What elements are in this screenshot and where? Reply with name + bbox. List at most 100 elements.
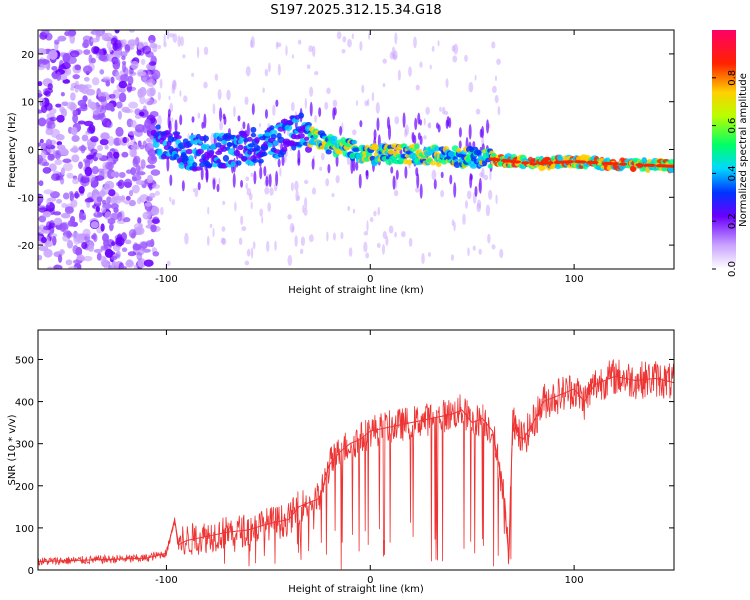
heatmap-cell-1486: [387, 148, 395, 155]
heatmap-cell-1066: [237, 115, 241, 122]
heatmap-cell-670: [106, 239, 115, 247]
heatmap-cell-660: [146, 123, 156, 132]
spectrogram-x-tick-label-0: -100: [155, 274, 178, 285]
heatmap-cell-1044: [365, 170, 369, 180]
heatmap-cell-624: [42, 211, 52, 218]
heatmap-cell-822: [365, 252, 370, 259]
heatmap-cell-1228: [230, 160, 236, 167]
heatmap-cell-709: [180, 36, 184, 47]
heatmap-cell-934: [303, 179, 309, 185]
heatmap-cell-1266: [254, 137, 260, 144]
heatmap-cell-409: [110, 255, 118, 261]
heatmap-cell-1244: [240, 133, 248, 139]
heatmap-cell-533: [78, 83, 86, 93]
heatmap-cell-655: [100, 255, 107, 266]
heatmap-cell-696: [77, 99, 87, 107]
heatmap-cell-390: [127, 75, 134, 86]
heatmap-cell-759: [304, 197, 308, 210]
heatmap-cell-924: [351, 33, 354, 40]
heatmap-cell-937: [393, 189, 399, 197]
heatmap-cell-677: [95, 205, 101, 213]
heatmap-cell-869: [423, 117, 426, 126]
heatmap-cell-1260: [250, 126, 257, 133]
heatmap-cell-828: [294, 180, 299, 192]
heatmap-cell-523: [83, 76, 90, 82]
heatmap-cell-704: [294, 235, 298, 247]
heatmap-cell-844: [212, 103, 216, 115]
heatmap-cell-742: [348, 247, 353, 257]
heatmap-cell-649: [87, 244, 94, 252]
heatmap-cell-1096: [419, 135, 423, 146]
heatmap-cell-775: [285, 45, 288, 56]
heatmap-cell-530: [95, 152, 103, 159]
heatmap-cell-831: [157, 115, 162, 126]
heatmap-cell-797: [326, 87, 331, 95]
heatmap-cell-824: [290, 101, 295, 112]
heatmap-cell-182: [100, 223, 105, 232]
heatmap-cell-556: [96, 196, 103, 203]
heatmap-cell-914: [364, 100, 369, 107]
heatmap-cell-737: [166, 30, 170, 40]
heatmap-cell-41: [107, 189, 116, 197]
heatmap-cell-341: [66, 239, 74, 249]
heatmap-cell-743: [262, 87, 265, 94]
heatmap-cell-360: [72, 145, 79, 154]
heatmap-cell-836: [183, 95, 188, 103]
heatmap-cell-659: [84, 197, 94, 203]
heatmap-cell-1024: [392, 175, 396, 190]
heatmap-cell-305: [40, 143, 48, 153]
heatmap-cell-661: [44, 90, 51, 97]
heatmap-cell-832: [494, 75, 498, 82]
heatmap-cell-114: [60, 92, 65, 97]
heatmap-cell-1164: [192, 162, 198, 168]
figure-title: S197.2025.312.15.34.G18: [270, 3, 441, 18]
heatmap-cell-717: [308, 234, 314, 243]
heatmap-cell-570: [59, 249, 66, 255]
heatmap-cell-1188: [205, 163, 213, 168]
heatmap-cell-877: [326, 231, 329, 242]
heatmap-cell-615: [48, 49, 58, 60]
heatmap-cell-650: [100, 207, 107, 213]
heatmap-cell-897: [240, 215, 244, 226]
heatmap-cell-787: [497, 105, 501, 116]
heatmap-cell-439: [74, 86, 79, 93]
heatmap-cell-263: [147, 218, 153, 226]
heatmap-cell-764: [487, 233, 491, 244]
heatmap-cell-436: [91, 165, 99, 175]
heatmap-cell-1021: [216, 183, 220, 193]
heatmap-cell-957: [244, 96, 249, 105]
spectrogram-y-tick-label-3: 10: [21, 98, 34, 109]
snr-frame: [37, 329, 675, 571]
heatmap-cell-668: [64, 206, 74, 214]
heatmap-cell-437: [149, 87, 156, 97]
heatmap-cell-344: [38, 89, 42, 99]
heatmap-cell-721: [431, 45, 435, 52]
heatmap-cell-760: [369, 217, 374, 223]
heatmap-cell-1338: [298, 112, 305, 119]
heatmap-cell-591: [55, 103, 62, 108]
heatmap-cell-635: [38, 194, 44, 204]
heatmap-cell-712: [491, 41, 496, 49]
heatmap-cell-1003: [265, 176, 269, 187]
heatmap-cell-667: [38, 154, 44, 165]
heatmap-cell-292: [77, 120, 86, 125]
heatmap-cell-1001: [458, 127, 462, 138]
heatmap-cell-665: [70, 126, 78, 136]
heatmap-cell-755: [352, 129, 357, 136]
heatmap-cell-926: [259, 208, 263, 217]
heatmap-cell-995: [376, 117, 380, 131]
heatmap-cell-964: [458, 140, 462, 149]
heatmap-cell-1080: [203, 113, 207, 129]
heatmap-cell-720: [404, 128, 408, 138]
heatmap-cell-500: [74, 80, 80, 88]
heatmap-cell-1951: [513, 160, 522, 164]
heatmap-cell-651: [82, 65, 93, 74]
heatmap-cell-749: [450, 254, 454, 261]
heatmap-cell-894: [394, 231, 397, 238]
heatmap-cell-769: [319, 166, 323, 171]
heatmap-cell-815: [221, 226, 226, 232]
heatmap-cell-767: [428, 121, 432, 129]
heatmap-cell-1025: [469, 173, 473, 181]
heatmap-cell-1960: [566, 160, 575, 164]
heatmap-cell-1027: [474, 185, 478, 197]
